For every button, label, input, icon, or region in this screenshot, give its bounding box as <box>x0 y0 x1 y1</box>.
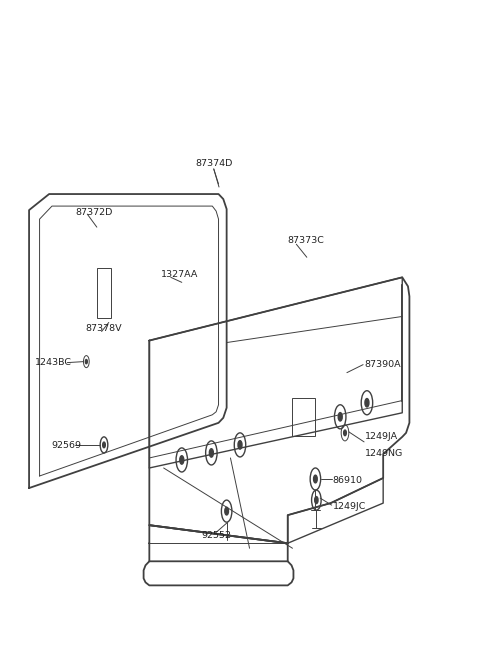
Text: 1249JC: 1249JC <box>333 502 366 511</box>
Circle shape <box>180 456 184 464</box>
Bar <box>292 398 315 436</box>
Text: 92569: 92569 <box>51 441 82 451</box>
Text: 86910: 86910 <box>333 476 362 485</box>
Circle shape <box>85 360 87 364</box>
Circle shape <box>103 442 105 448</box>
Text: 1327AA: 1327AA <box>161 270 199 279</box>
Text: 1243BC: 1243BC <box>35 358 72 367</box>
Circle shape <box>313 475 317 483</box>
Circle shape <box>238 441 242 449</box>
Text: 92552: 92552 <box>202 531 232 540</box>
Circle shape <box>365 398 369 407</box>
Text: 87372D: 87372D <box>75 208 113 217</box>
Circle shape <box>344 430 347 436</box>
Bar <box>97 269 111 318</box>
Text: 87390A: 87390A <box>364 360 401 369</box>
Circle shape <box>338 413 342 421</box>
Text: 1249NG: 1249NG <box>365 449 403 458</box>
Text: 87373C: 87373C <box>288 236 324 245</box>
Circle shape <box>225 507 228 515</box>
Circle shape <box>315 496 318 504</box>
Text: 1249JA: 1249JA <box>365 432 398 441</box>
Text: 87374D: 87374D <box>195 159 232 168</box>
Text: 87378V: 87378V <box>85 324 121 333</box>
Circle shape <box>209 449 214 457</box>
